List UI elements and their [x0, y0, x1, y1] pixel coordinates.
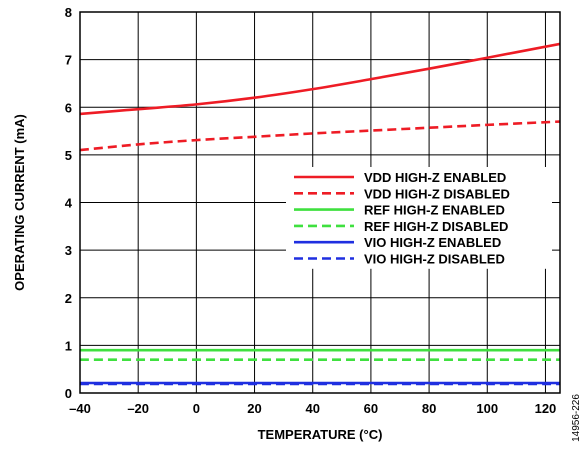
- tick-labels: –40 –20 0 20 40 60 80 100 120 0 1 2 3 4 5 6 7 8: [65, 5, 557, 416]
- y-tick-label: 5: [65, 148, 72, 163]
- x-tick-label: 100: [476, 401, 498, 416]
- x-tick-label: 80: [422, 401, 436, 416]
- x-tick-label: 120: [535, 401, 557, 416]
- x-axis-title: TEMPERATURE (°C): [258, 427, 383, 442]
- x-tick-label: 60: [364, 401, 378, 416]
- legend-label: VDD HIGH-Z DISABLED: [364, 186, 510, 201]
- x-tick-label: –20: [127, 401, 149, 416]
- x-tick-label: –40: [69, 401, 91, 416]
- legend-label: VDD HIGH-Z ENABLED: [364, 170, 506, 185]
- series-lines: [80, 42, 560, 386]
- series-line-2: [80, 120, 560, 152]
- x-tick-label: 40: [305, 401, 319, 416]
- y-tick-label: 1: [65, 338, 72, 353]
- y-tick-label: 8: [65, 5, 72, 20]
- x-tick-label: 20: [247, 401, 261, 416]
- legend-label: REF HIGH-Z ENABLED: [364, 203, 505, 218]
- y-tick-label: 3: [65, 243, 72, 258]
- y-tick-label: 6: [65, 100, 72, 115]
- legend-label: VIO HIGH-Z ENABLED: [364, 235, 501, 250]
- y-tick-label: 4: [65, 196, 73, 211]
- y-tick-label: 0: [65, 386, 72, 401]
- series-line-1: [80, 42, 560, 116]
- legend-label: VIO HIGH-Z DISABLED: [364, 252, 505, 267]
- figure-id: 14956-226: [571, 394, 582, 442]
- plot-frame: [79, 11, 561, 394]
- x-tick-label: 0: [193, 401, 200, 416]
- y-axis-title: OPERATING CURRENT (mA): [12, 114, 27, 291]
- legend-background: [286, 167, 552, 269]
- legend-label: REF HIGH-Z DISABLED: [364, 219, 508, 234]
- y-tick-label: 2: [65, 291, 72, 306]
- y-tick-label: 7: [65, 53, 72, 68]
